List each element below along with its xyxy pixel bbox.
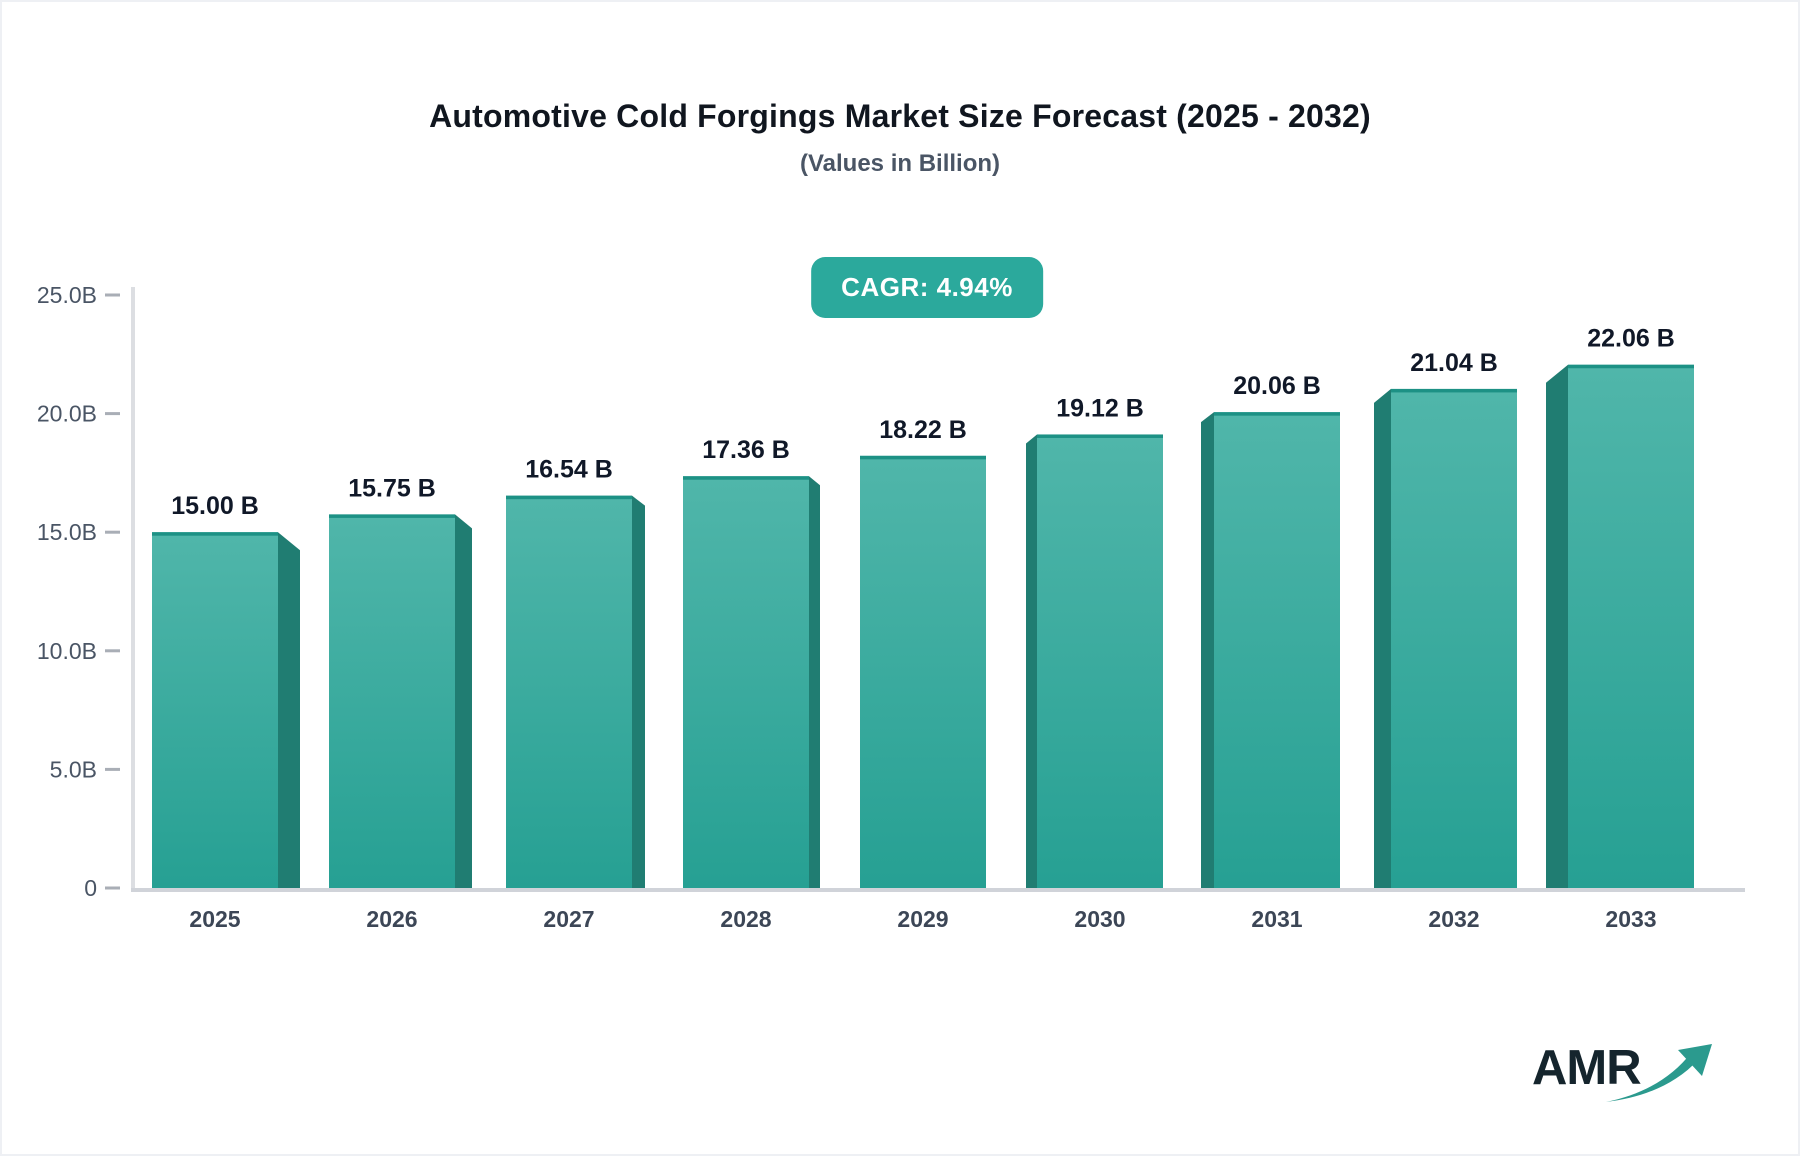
y-tick-label-0: 0 — [84, 875, 97, 901]
value-label-2025: 15.00 B — [171, 492, 259, 520]
bar-side-face — [809, 476, 820, 888]
amr-logo-arrow-icon — [1606, 1044, 1712, 1102]
bar-side-face — [1201, 412, 1214, 888]
x-tick-label-2032: 2032 — [1428, 906, 1479, 932]
bar-top-edge — [1568, 364, 1694, 369]
bar-top-edge — [683, 476, 809, 480]
amr-logo: AMR — [1532, 1040, 1712, 1120]
bar-2025[interactable] — [152, 532, 300, 888]
bar-side-face — [1026, 434, 1037, 888]
bar-side-face — [278, 532, 300, 888]
bar-top-edge — [860, 455, 986, 460]
bar-2032[interactable] — [1374, 388, 1517, 888]
bar-front-face — [1214, 412, 1340, 888]
y-tick-label-15.0B: 15.0B — [37, 519, 97, 545]
bar-2026[interactable] — [329, 514, 472, 888]
bar-side-face — [1374, 388, 1391, 888]
bar-front-face — [1391, 388, 1517, 888]
bar-top-edge — [1391, 388, 1517, 393]
bar-2027[interactable] — [506, 495, 645, 888]
bar-2028[interactable] — [683, 476, 820, 888]
x-tick-label-2030: 2030 — [1074, 906, 1125, 932]
value-label-2030: 19.12 B — [1056, 394, 1144, 422]
amr-logo-text: AMR — [1532, 1041, 1642, 1095]
value-label-2027: 16.54 B — [525, 456, 613, 484]
bar-top-edge — [1037, 434, 1163, 438]
bar-side-face — [1546, 364, 1568, 888]
bar-top-edge — [329, 514, 455, 518]
value-label-2028: 17.36 B — [702, 436, 790, 464]
y-tick-label-10.0B: 10.0B — [37, 638, 97, 664]
bar-front-face — [506, 495, 632, 888]
y-tick-label-20.0B: 20.0B — [37, 401, 97, 427]
bar-front-face — [329, 514, 455, 888]
y-tick-label-5.0B: 5.0B — [50, 756, 97, 782]
chart-subtitle: (Values in Billion) — [799, 150, 1001, 177]
value-label-2029: 18.22 B — [879, 416, 967, 444]
bar-top-edge — [1214, 412, 1340, 416]
cagr-badge: CAGR: 4.94% — [811, 257, 1043, 318]
bar-front-face — [152, 532, 278, 888]
value-label-2031: 20.06 B — [1233, 372, 1321, 400]
x-tick-label-2029: 2029 — [897, 906, 948, 932]
value-label-2032: 21.04 B — [1410, 349, 1498, 377]
bar-front-face — [860, 455, 986, 888]
bar-2030[interactable] — [1026, 434, 1163, 888]
bar-2031[interactable] — [1201, 412, 1340, 888]
x-tick-label-2033: 2033 — [1605, 906, 1656, 932]
bar-front-face — [1568, 364, 1694, 888]
bar-top-edge — [152, 532, 278, 536]
value-label-2026: 15.75 B — [348, 474, 436, 502]
x-tick-label-2026: 2026 — [366, 906, 417, 932]
y-tick-label-25.0B: 25.0B — [37, 282, 97, 308]
bar-2029[interactable] — [860, 455, 986, 888]
bar-front-face — [1037, 434, 1163, 888]
bar-side-face — [632, 495, 645, 888]
bar-top-edge — [506, 495, 632, 500]
bar-2033[interactable] — [1546, 364, 1694, 888]
bar-front-face — [683, 476, 809, 888]
bar-side-face — [455, 514, 472, 888]
x-tick-label-2027: 2027 — [543, 906, 594, 932]
x-tick-label-2028: 2028 — [720, 906, 771, 932]
x-tick-label-2025: 2025 — [189, 906, 240, 932]
chart-title: Automotive Cold Forgings Market Size For… — [429, 98, 1371, 134]
value-label-2033: 22.06 B — [1587, 325, 1675, 353]
x-tick-label-2031: 2031 — [1251, 906, 1302, 932]
